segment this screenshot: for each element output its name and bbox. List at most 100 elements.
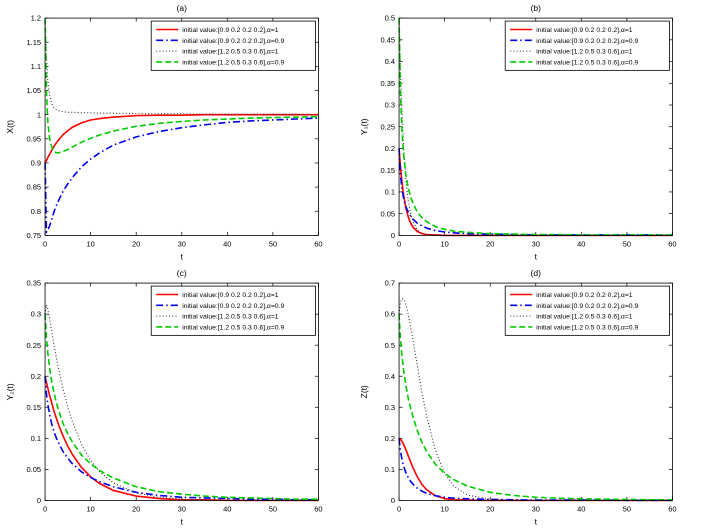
x-tick-label: 30 [178,504,186,513]
y-tick-label: 0.1 [384,188,394,197]
x-axis-label: t [181,516,184,526]
subplot-a: 0 10 20 30 40 50 60 0.75 0.8 0.85 0.9 0.95 1 1.05 1.1 1… [0,0,354,265]
x-tick-label: 0 [396,504,400,513]
legend-label: initial value:[1.2 0.5 0.3 0.6],α=0.9 [536,324,638,331]
x-tick-label: 50 [269,504,277,513]
y-tick-label: 0.2 [384,144,394,153]
series-line-dashed [397,18,672,236]
x-tick-label: 10 [86,504,94,513]
x-tick-label: 60 [314,239,322,248]
legend-box [504,285,670,336]
y-tick-label: 0.5 [384,14,394,23]
series-line-dotted [44,304,319,501]
x-tick-label: 40 [223,239,231,248]
x-tick-label: 0 [43,239,47,248]
subplot-title: (c) [177,268,187,278]
axes-box [398,282,673,501]
y-tick-label: 0.2 [384,433,394,442]
series-line-dotted [398,297,672,501]
axes-box [398,17,673,236]
y-tick-label: 0.4 [384,57,394,66]
chart-svg: 0 10 20 30 40 50 60 0 0.05 0.1 0.15 0.2 0.25 0.3 0.35 (… [5,268,323,526]
legend-label: initial value:[1.2 0.5 0.3 0.6],α=0.9 [182,324,284,331]
x-tick-label: 20 [132,504,140,513]
y-axis-label: Y₁(t) [359,118,369,135]
y-tick-label: 0.05 [26,464,41,473]
y-tick-label: 0.1 [31,433,41,442]
y-tick-label: 0.8 [31,207,41,216]
x-tick-label: 30 [531,504,539,513]
x-axis-label: t [534,516,537,526]
legend-label: initial value:[0.9 0.2 0.2 0.2],α=0.9 [182,38,284,45]
x-tick-label: 40 [223,504,231,513]
x-axis-label: t [534,251,537,261]
y-tick-label: 0.15 [26,402,41,411]
series-line-dashed [397,313,672,501]
x-tick-label: 20 [486,239,494,248]
x-tick-label: 0 [43,504,47,513]
y-tick-label: 1.05 [26,86,41,95]
x-tick-label: 50 [622,239,630,248]
y-tick-label: 0.4 [384,371,394,380]
y-tick-label: 0.25 [380,122,395,131]
series-line-dashdot [44,375,319,501]
x-tick-label: 30 [531,239,539,248]
legend-label: initial value:[0.9 0.2 0.2 0.2],α=1 [536,292,633,299]
y-tick-label: 0.5 [384,340,394,349]
y-tick-label: 0.75 [26,231,41,240]
legend-label: initial value:[0.9 0.2 0.2 0.2],α=1 [182,292,279,299]
y-tick-label: 0.15 [380,166,395,175]
y-tick-label: 0.35 [26,278,41,287]
y-tick-label: 1 [37,110,41,119]
chart-svg: 0 10 20 30 40 50 60 0.75 0.8 0.85 0.9 0.95 1 1.05 1.1 1… [5,3,323,261]
legend-label: initial value:[0.9 0.2 0.2 0.2],α=1 [536,27,633,34]
y-tick-label: 0.3 [384,101,394,110]
x-tick-label: 0 [396,239,400,248]
legend-box [504,20,670,71]
legend-label: initial value:[0.9 0.2 0.2 0.2],α=0.9 [182,302,284,309]
legend-label: initial value:[1.2 0.5 0.3 0.6],α=1 [182,49,279,56]
y-tick-label: 0 [390,495,394,504]
y-axis-label: Z(t) [359,384,369,397]
subplot-title: (a) [177,3,188,13]
y-tick-label: 0.95 [26,134,41,143]
subplot-c: 0 10 20 30 40 50 60 0 0.05 0.1 0.15 0.2 0.25 0.3 0.35 (… [0,265,354,529]
x-tick-label: 60 [668,239,676,248]
y-tick-label: 1.15 [26,38,41,47]
subplot-title: (b) [530,3,541,13]
y-tick-label: 0 [37,495,41,504]
y-tick-label: 0.45 [380,35,395,44]
y-tick-label: 1.2 [31,14,41,23]
x-tick-label: 10 [440,504,448,513]
y-tick-label: 0.9 [31,159,41,168]
y-tick-label: 0.2 [31,371,41,380]
x-tick-label: 60 [668,504,676,513]
x-tick-label: 20 [132,239,140,248]
x-tick-label: 10 [86,239,94,248]
legend-label: initial value:[0.9 0.2 0.2 0.2],α=1 [182,27,279,34]
series-line-dashed [44,18,319,154]
legend-label: initial value:[1.2 0.5 0.3 0.6],α=1 [536,313,633,320]
series-line-solid [44,113,319,164]
axes-box [44,282,319,501]
legend-label: initial value:[0.9 0.2 0.2 0.2],α=0.9 [536,302,638,309]
x-tick-label: 50 [269,239,277,248]
x-tick-label: 40 [577,504,585,513]
legend-label: initial value:[1.2 0.5 0.3 0.6],α=1 [182,313,279,320]
series-line-dashdot [44,117,319,234]
y-tick-label: 0.35 [380,79,395,88]
y-tick-label: 1.1 [31,62,41,71]
x-tick-label: 40 [577,239,585,248]
legend-box [150,285,316,336]
y-axis-label: Y₂(t) [5,383,15,400]
y-tick-label: 0 [390,231,394,240]
y-axis-label: X(t) [5,120,15,134]
x-axis-label: t [181,251,184,261]
subplot-d: 0 10 20 30 40 50 60 0 0.1 0.2 0.3 0.4 0.5 0.6 0.7 (d) t Z… [354,265,707,529]
axes-box [44,17,319,236]
subplot-b: 0 10 20 30 40 50 60 0 0.05 0.1 0.15 0.2 0.25 0.3 0.35 0… [354,0,707,265]
y-tick-label: 0.1 [384,464,394,473]
x-tick-label: 50 [622,504,630,513]
chart-svg: 0 10 20 30 40 50 60 0 0.1 0.2 0.3 0.4 0.5 0.6 0.7 (d) t Z… [359,268,677,526]
